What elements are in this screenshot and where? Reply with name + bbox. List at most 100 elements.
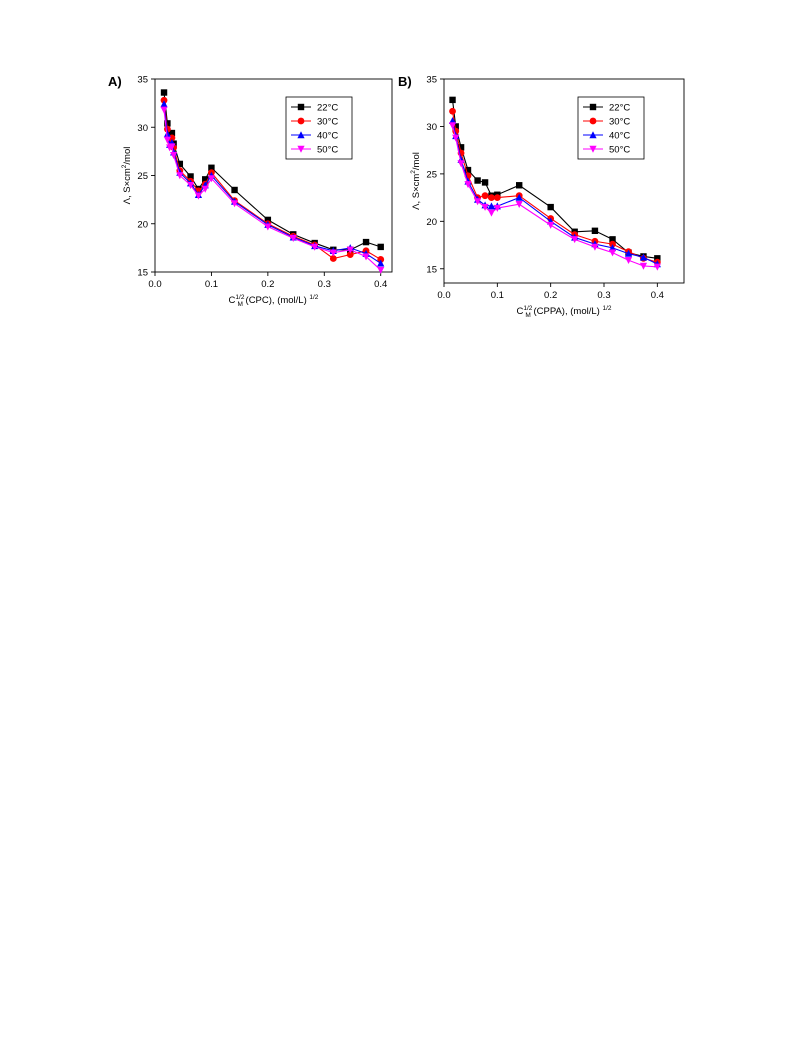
data-point bbox=[624, 257, 633, 265]
data-point bbox=[591, 227, 599, 235]
x-tick-label: 0.1 bbox=[205, 279, 218, 290]
legend-entry: 50°C bbox=[291, 145, 338, 156]
legend-entry: 22°C bbox=[291, 103, 338, 114]
data-point bbox=[464, 166, 472, 174]
panel-letter: B) bbox=[398, 74, 412, 89]
data-point bbox=[487, 209, 496, 217]
data-point bbox=[230, 200, 239, 208]
data-point bbox=[474, 198, 482, 206]
data-point bbox=[452, 123, 459, 130]
y-tick-label: 25 bbox=[426, 169, 437, 180]
data-point bbox=[362, 253, 370, 261]
data-point bbox=[639, 253, 648, 261]
data-point bbox=[329, 255, 337, 262]
y-tick-label: 20 bbox=[426, 217, 437, 228]
legend-marker bbox=[589, 103, 597, 111]
data-point bbox=[377, 243, 384, 251]
legend-marker bbox=[297, 145, 305, 153]
data-point bbox=[608, 244, 617, 252]
plot-frame bbox=[443, 78, 685, 284]
data-point bbox=[264, 223, 272, 231]
data-point bbox=[160, 106, 168, 114]
data-point bbox=[362, 238, 370, 246]
data-point bbox=[160, 100, 168, 108]
series-line bbox=[451, 99, 658, 259]
data-point bbox=[654, 255, 661, 262]
series-3 bbox=[448, 122, 661, 271]
data-point bbox=[186, 181, 195, 189]
legend-entry: 22°C bbox=[583, 103, 630, 114]
data-point bbox=[591, 243, 599, 251]
data-point bbox=[163, 130, 172, 138]
data-point bbox=[609, 236, 616, 243]
data-point bbox=[176, 172, 184, 180]
legend-label: 30°C bbox=[317, 117, 338, 128]
data-point bbox=[289, 235, 297, 243]
y-tick-label: 15 bbox=[137, 268, 148, 279]
data-point bbox=[163, 136, 172, 144]
x-tick-label: 0.2 bbox=[544, 290, 557, 301]
legend-label: 40°C bbox=[317, 131, 338, 142]
series-line bbox=[451, 120, 658, 265]
legend-label: 50°C bbox=[317, 145, 338, 156]
legend-marker bbox=[297, 117, 305, 125]
chart-panel-b: B) 0.0 0.1 0.2 0.3 0.4 15 20 25 30 35 C1/2 M (CPPA),… bbox=[398, 74, 685, 319]
legend-entry: 40°C bbox=[291, 131, 338, 142]
x-tick-label: 0.3 bbox=[318, 279, 331, 290]
y-axis-label: Λ, S×cm2/mol bbox=[121, 147, 133, 205]
data-point bbox=[346, 251, 354, 259]
legend-label: 40°C bbox=[609, 131, 630, 142]
data-point bbox=[377, 256, 385, 263]
chart-panel-a: A) 0.0 0.1 0.2 0.3 0.4 15 20 25 30 35 C1/2 M (CPC), … bbox=[108, 74, 393, 308]
figure: A) 0.0 0.1 0.2 0.3 0.4 15 20 25 30 35 C1/2 M (CPC), … bbox=[0, 0, 793, 330]
panel-letter: A) bbox=[108, 74, 122, 89]
data-point bbox=[187, 173, 194, 180]
data-point bbox=[170, 152, 178, 160]
data-point bbox=[624, 249, 633, 257]
series-3 bbox=[160, 106, 385, 274]
data-point bbox=[377, 259, 385, 267]
legend: 22°C 30°C 40°C 50°C bbox=[285, 96, 353, 160]
data-point bbox=[464, 181, 472, 189]
data-point bbox=[207, 175, 216, 183]
legend-label: 30°C bbox=[609, 117, 630, 128]
data-point bbox=[377, 266, 385, 274]
x-tick-label: 0.0 bbox=[437, 290, 450, 301]
data-point bbox=[515, 193, 523, 201]
data-point bbox=[168, 143, 176, 151]
data-point bbox=[639, 262, 648, 270]
x-tick-label: 0.0 bbox=[148, 279, 161, 290]
x-tick-label: 0.1 bbox=[491, 290, 504, 301]
data-point bbox=[176, 160, 184, 168]
data-point bbox=[164, 120, 171, 127]
y-axis-label: Λ, S×cm2/mol bbox=[410, 152, 422, 210]
data-point bbox=[449, 96, 456, 104]
data-point bbox=[481, 192, 489, 200]
legend-label: 22°C bbox=[609, 103, 630, 114]
data-point bbox=[208, 164, 215, 171]
data-point bbox=[516, 182, 523, 189]
data-point bbox=[493, 194, 501, 202]
y-tick-label: 20 bbox=[137, 219, 148, 230]
data-point bbox=[452, 134, 460, 142]
data-point bbox=[547, 221, 555, 229]
data-point bbox=[493, 204, 501, 212]
data-point bbox=[448, 122, 457, 130]
data-point bbox=[329, 249, 337, 257]
legend: 22°C 30°C 40°C 50°C bbox=[577, 96, 645, 160]
legend-label: 50°C bbox=[609, 145, 630, 156]
data-point bbox=[515, 201, 523, 209]
series-line bbox=[451, 125, 658, 268]
legend-marker bbox=[297, 103, 305, 111]
legend-marker bbox=[589, 131, 597, 139]
data-point bbox=[264, 216, 272, 224]
legend-marker bbox=[297, 131, 305, 139]
data-point bbox=[449, 107, 456, 115]
figure-svg: A) 0.0 0.1 0.2 0.3 0.4 15 20 25 30 35 C1/2 M (CPC), … bbox=[108, 74, 685, 319]
x-tick-label: 0.3 bbox=[597, 290, 610, 301]
data-point bbox=[160, 89, 168, 96]
data-point bbox=[488, 194, 495, 202]
legend-entry: 40°C bbox=[583, 131, 630, 142]
data-point bbox=[481, 203, 489, 211]
y-tick-label: 25 bbox=[137, 171, 148, 182]
